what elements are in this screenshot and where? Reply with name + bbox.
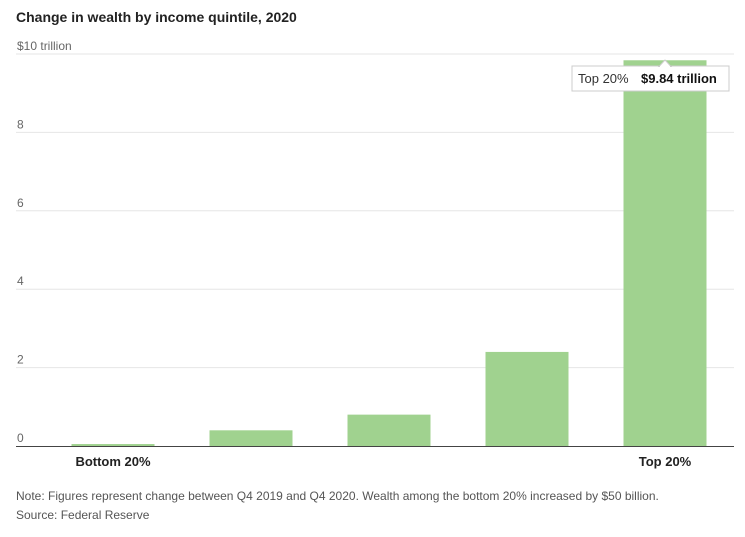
tooltip: Top 20% $9.84 trillion xyxy=(571,59,730,92)
y-tick-label: $10 trillion xyxy=(17,39,72,53)
x-tick-label: Top 20% xyxy=(639,454,692,469)
bar[interactable] xyxy=(71,444,155,446)
bar[interactable] xyxy=(347,414,431,446)
chart-title: Change in wealth by income quintile, 202… xyxy=(16,9,297,25)
x-axis-labels: Bottom 20% Top 20% xyxy=(75,454,691,469)
y-tick-label: 6 xyxy=(17,196,24,210)
bar[interactable] xyxy=(209,430,293,446)
bars xyxy=(71,60,707,446)
tooltip-value: $9.84 trillion xyxy=(641,71,717,86)
y-tick-label: 2 xyxy=(17,353,24,367)
x-tick-label: Bottom 20% xyxy=(75,454,151,469)
bar[interactable] xyxy=(485,351,569,446)
tooltip-category: Top 20% xyxy=(578,71,629,86)
gridlines xyxy=(16,53,734,369)
bar[interactable] xyxy=(623,60,707,446)
y-tick-label: 8 xyxy=(17,117,24,131)
footnote: Note: Figures represent change between Q… xyxy=(16,487,659,525)
y-tick-label: 4 xyxy=(17,274,24,288)
y-tick-label: 0 xyxy=(17,431,24,445)
tooltip-box xyxy=(571,65,730,92)
y-axis-labels: 0 2 4 6 8 $10 trillion xyxy=(17,39,72,445)
note-text: Note: Figures represent change between Q… xyxy=(16,489,659,503)
source-text: Source: Federal Reserve xyxy=(16,508,150,522)
